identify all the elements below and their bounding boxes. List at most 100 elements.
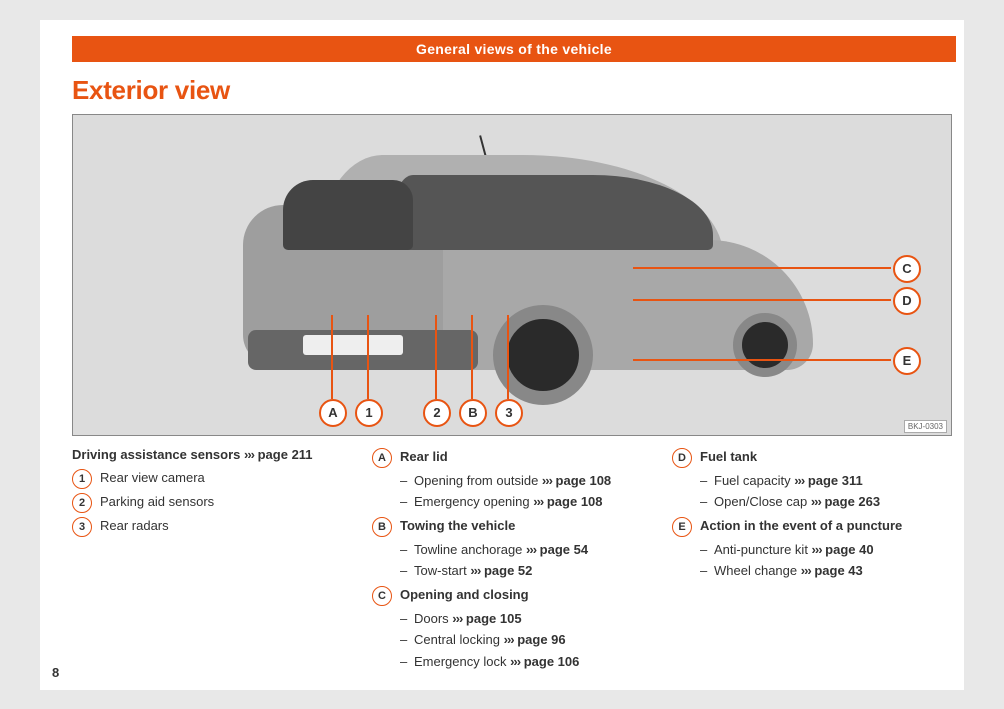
sub-text: Wheel change — [714, 563, 801, 578]
callout-line — [331, 315, 333, 399]
ref-arrow-icon: ››› — [244, 447, 254, 462]
page-ref: page 108 — [552, 473, 611, 488]
sub-text: Open/Close cap — [714, 494, 811, 509]
group-heading: B Towing the vehicle — [372, 515, 652, 537]
sub-text: Fuel capacity — [714, 473, 794, 488]
group-title: Towing the vehicle — [400, 515, 515, 536]
sub-item: –Anti-puncture kit ››› page 40 — [672, 539, 952, 560]
column-1: Driving assistance sensors ››› page 211 … — [72, 444, 352, 672]
group-title: Opening and closing — [400, 584, 529, 605]
item-text: Parking aid sensors — [100, 491, 214, 512]
car-side-window — [393, 175, 713, 250]
item-marker: 3 — [72, 517, 92, 537]
sub-item: –Opening from outside ››› page 108 — [372, 470, 652, 491]
col1-heading: Driving assistance sensors ››› page 211 — [72, 444, 352, 465]
group-title: Fuel tank — [700, 446, 757, 467]
page-ref: page 311 — [804, 473, 863, 488]
callout-line — [367, 315, 369, 399]
sub-text: Towline anchorage — [414, 542, 526, 557]
page-ref: page 96 — [514, 632, 566, 647]
group-title: Rear lid — [400, 446, 448, 467]
header-bar: General views of the vehicle — [72, 36, 956, 62]
page-ref: page 106 — [520, 654, 579, 669]
sub-item: –Central locking ››› page 96 — [372, 629, 652, 650]
item-marker: E — [672, 517, 692, 537]
figure-credit: BKJ-0303 — [904, 420, 947, 433]
sub-text: Central locking — [414, 632, 504, 647]
sub-item: –Open/Close cap ››› page 263 — [672, 491, 952, 512]
col1-list: 1 Rear view camera 2 Parking aid sensors 3 Re… — [72, 467, 352, 537]
list-item: 2 Parking aid sensors — [72, 491, 352, 513]
ref-arrow-icon: ››› — [533, 494, 543, 509]
item-marker: A — [372, 448, 392, 468]
exterior-view-figure: A12B3CDE BKJ-0303 — [72, 114, 952, 436]
sub-item: –Tow-start ››› page 52 — [372, 560, 652, 581]
callout-marker: B — [459, 399, 487, 427]
sub-item: –Wheel change ››› page 43 — [672, 560, 952, 581]
section-title: Exterior view — [72, 75, 230, 106]
callout-marker: C — [893, 255, 921, 283]
ref-arrow-icon: ››› — [452, 611, 462, 626]
content-columns: Driving assistance sensors ››› page 211 … — [72, 444, 952, 672]
group-heading: A Rear lid — [372, 446, 652, 468]
car-illustration — [193, 145, 833, 405]
callout-marker: 2 — [423, 399, 451, 427]
callout-marker: E — [893, 347, 921, 375]
item-text: Rear view camera — [100, 467, 205, 488]
callout-marker: D — [893, 287, 921, 315]
dash-icon: – — [400, 560, 408, 581]
page-ref: page 52 — [480, 563, 532, 578]
sub-text: Opening from outside — [414, 473, 542, 488]
dash-icon: – — [400, 629, 408, 650]
header-title: General views of the vehicle — [416, 41, 612, 57]
sub-item: –Towline anchorage ››› page 54 — [372, 539, 652, 560]
dash-icon: – — [400, 491, 408, 512]
item-text: Rear radars — [100, 515, 169, 536]
ref-arrow-icon: ››› — [526, 542, 536, 557]
dash-icon: – — [400, 651, 408, 672]
sub-item: –Doors ››› page 105 — [372, 608, 652, 629]
dash-icon: – — [400, 470, 408, 491]
sub-text: Doors — [414, 611, 452, 626]
column-3: DFuel tank–Fuel capacity ››› page 311–Op… — [672, 444, 952, 672]
page-ref: page 54 — [536, 542, 588, 557]
col1-ref: page 211 — [258, 447, 313, 462]
car-wheel-front — [733, 313, 797, 377]
group-heading: E Action in the event of a puncture — [672, 515, 952, 537]
ref-arrow-icon: ››› — [504, 632, 514, 647]
dash-icon: – — [700, 491, 708, 512]
callout-line — [633, 299, 891, 301]
sub-item: –Emergency opening ››› page 108 — [372, 491, 652, 512]
car-plate — [303, 335, 403, 355]
item-marker: B — [372, 517, 392, 537]
item-marker: 2 — [72, 493, 92, 513]
manual-page: General views of the vehicle Exterior vi… — [40, 20, 964, 690]
sub-text: Anti-puncture kit — [714, 542, 812, 557]
page-ref: page 263 — [821, 494, 880, 509]
callout-line — [507, 315, 509, 399]
page-ref: page 108 — [543, 494, 602, 509]
dash-icon: – — [700, 539, 708, 560]
page-ref: page 105 — [462, 611, 521, 626]
ref-arrow-icon: ››› — [510, 654, 520, 669]
sub-text: Emergency opening — [414, 494, 533, 509]
sub-item: –Emergency lock ››› page 106 — [372, 651, 652, 672]
ref-arrow-icon: ››› — [811, 494, 821, 509]
col1-title: Driving assistance sensors — [72, 447, 240, 462]
sub-text: Emergency lock — [414, 654, 510, 669]
callout-line — [435, 315, 437, 399]
list-item: 1 Rear view camera — [72, 467, 352, 489]
callout-marker: 1 — [355, 399, 383, 427]
group-title: Action in the event of a puncture — [700, 515, 902, 536]
column-2: ARear lid–Opening from outside ››› page … — [372, 444, 652, 672]
dash-icon: – — [700, 470, 708, 491]
ref-arrow-icon: ››› — [812, 542, 822, 557]
page-number: 8 — [52, 665, 59, 680]
list-item: 3 Rear radars — [72, 515, 352, 537]
sub-item: –Fuel capacity ››› page 311 — [672, 470, 952, 491]
callout-line — [633, 359, 891, 361]
ref-arrow-icon: ››› — [470, 563, 480, 578]
group-heading: DFuel tank — [672, 446, 952, 468]
item-marker: 1 — [72, 469, 92, 489]
car-rear-window — [283, 180, 413, 250]
